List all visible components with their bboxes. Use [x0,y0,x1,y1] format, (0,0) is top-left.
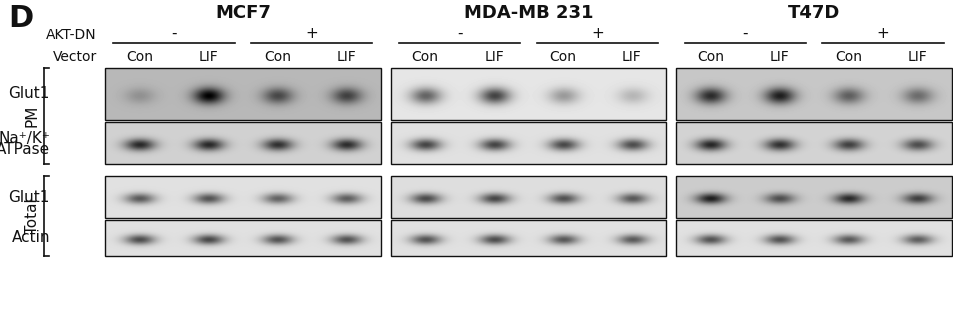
Bar [676,220,951,256]
Text: +: + [876,26,888,41]
Bar [105,220,380,256]
Text: AKT-DN: AKT-DN [47,28,97,42]
Text: -: - [456,26,462,41]
Text: LIF: LIF [336,50,355,64]
Text: LIF: LIF [769,50,789,64]
Text: -: - [741,26,747,41]
Bar [676,176,951,218]
Text: Con: Con [126,50,152,64]
Text: PM: PM [25,105,40,127]
Bar [676,122,951,164]
Text: LIF: LIF [198,50,218,64]
Text: Vector: Vector [52,50,97,64]
Bar [391,122,665,164]
Bar [105,68,380,120]
Bar [391,68,665,120]
Bar [391,220,665,256]
Bar [105,176,380,218]
Bar [105,122,380,164]
Text: Con: Con [264,50,291,64]
Text: LIF: LIF [484,50,503,64]
Text: D: D [8,4,33,33]
Text: ATPase: ATPase [0,142,50,157]
Bar [391,176,665,218]
Text: LIF: LIF [621,50,641,64]
Text: Actin: Actin [11,230,50,245]
Text: MCF7: MCF7 [214,4,271,22]
Text: Con: Con [549,50,576,64]
Text: +: + [305,26,317,41]
Text: Con: Con [411,50,438,64]
Text: -: - [171,26,176,41]
Text: LIF: LIF [906,50,926,64]
Text: +: + [591,26,603,41]
Text: Con: Con [834,50,862,64]
Text: MDA-MB 231: MDA-MB 231 [463,4,593,22]
Text: Na⁺/K⁺: Na⁺/K⁺ [0,130,50,145]
Text: T47D: T47D [787,4,840,22]
Text: Total: Total [25,198,40,234]
Text: Con: Con [697,50,723,64]
Text: Glut1: Glut1 [9,87,50,102]
Bar [676,68,951,120]
Text: Glut1: Glut1 [9,190,50,205]
